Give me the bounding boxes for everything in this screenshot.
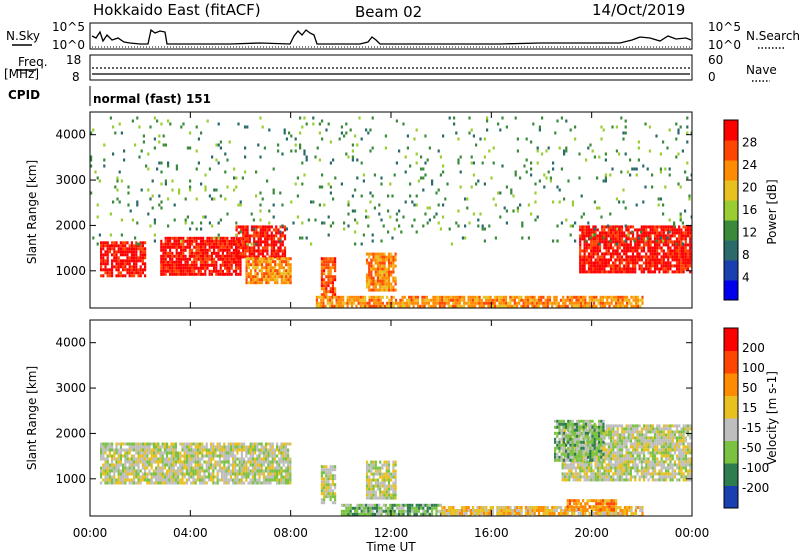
freq-tick-high: 18 bbox=[66, 53, 81, 67]
velocity-colorbar-segment bbox=[724, 351, 738, 374]
velocity-colorbar-segment bbox=[724, 373, 738, 396]
power-ytick-label: 1000 bbox=[55, 264, 86, 278]
power-ytick-label: 4000 bbox=[55, 128, 86, 142]
power-region-2 bbox=[236, 225, 287, 258]
velocity-colorbar-tick: -15 bbox=[742, 421, 762, 435]
power-region-5 bbox=[366, 253, 397, 292]
velocity-colorbar-label: Velocity [m s-1] bbox=[765, 371, 779, 465]
velocity-colorbar-tick: 15 bbox=[742, 401, 757, 415]
power-colorbar-segment bbox=[724, 200, 738, 221]
xtick-label: 12:00 bbox=[374, 526, 409, 540]
power-colorbar-tick: 16 bbox=[742, 203, 757, 217]
velocity-region-2 bbox=[366, 461, 397, 500]
velocity-colorbar-tick: 50 bbox=[742, 381, 757, 395]
power-panel-frame bbox=[90, 112, 692, 308]
power-colorbar-segment bbox=[724, 260, 738, 281]
velocity-colorbar-segment bbox=[724, 396, 738, 419]
velocity-colorbar-tick: 100 bbox=[742, 361, 765, 375]
power-colorbar-segment bbox=[724, 240, 738, 261]
power-region-3 bbox=[246, 257, 292, 284]
power-data-layer bbox=[90, 117, 694, 311]
power-ytick-label: 3000 bbox=[55, 173, 86, 187]
power-ytick-label: 2000 bbox=[55, 218, 86, 232]
nsky-trace bbox=[92, 30, 691, 44]
nsearch-tick-low: 10^0 bbox=[708, 38, 741, 52]
xtick-label: 00:00 bbox=[675, 526, 710, 540]
nave-tick-low: 0 bbox=[708, 70, 716, 84]
xtick-label: 08:00 bbox=[273, 526, 308, 540]
xtick-label: 04:00 bbox=[173, 526, 208, 540]
date-label: 14/Oct/2019 bbox=[592, 1, 685, 19]
velocity-data-layer bbox=[100, 420, 694, 518]
power-colorbar-tick: 4 bbox=[742, 271, 750, 285]
power-colorbar: 28 24 20 16 12 8 4 bbox=[724, 120, 757, 301]
velocity-ytick-label: 4000 bbox=[55, 336, 86, 350]
freq-tick-low: 8 bbox=[72, 70, 80, 84]
power-colorbar-tick: 8 bbox=[742, 248, 750, 262]
plot-title: Hokkaido East (fitACF) bbox=[93, 1, 261, 19]
velocity-colorbar-segment bbox=[724, 328, 738, 351]
velocity-ytick-label: 1000 bbox=[55, 472, 86, 486]
power-region-7 bbox=[316, 296, 644, 311]
power-colorbar-segment bbox=[724, 220, 738, 241]
power-colorbar-segment bbox=[724, 180, 738, 201]
nave-tick-high: 60 bbox=[708, 53, 723, 67]
nsearch-tick-high: 10^5 bbox=[708, 20, 741, 34]
power-colorbar-tick: 12 bbox=[742, 226, 757, 240]
velocity-region-1 bbox=[321, 465, 336, 504]
nsearch-label: N.Search bbox=[746, 29, 800, 43]
power-colorbar-segment bbox=[724, 140, 738, 161]
velocity-colorbar-tick: -50 bbox=[742, 441, 762, 455]
power-colorbar-tick: 24 bbox=[742, 158, 757, 172]
velocity-region-7 bbox=[567, 499, 618, 511]
power-colorbar-tick: 20 bbox=[742, 181, 757, 195]
nsky-tick-low: 10^0 bbox=[52, 38, 85, 52]
power-colorbar-segment bbox=[724, 160, 738, 181]
xtick-label: 20:00 bbox=[574, 526, 609, 540]
power-colorbar-segment bbox=[724, 280, 738, 301]
power-colorbar-segment bbox=[724, 120, 738, 141]
velocity-colorbar-segment bbox=[724, 441, 738, 464]
power-colorbar-label: Power [dB] bbox=[765, 179, 779, 244]
power-ylabel: Slant Range [km] bbox=[25, 160, 39, 264]
velocity-colorbar-segment bbox=[724, 486, 738, 509]
power-region-1 bbox=[160, 237, 241, 276]
power-region-6 bbox=[579, 225, 693, 273]
power-colorbar-tick: 28 bbox=[742, 136, 757, 150]
velocity-colorbar-segment bbox=[724, 418, 738, 441]
cpid-label: CPID bbox=[8, 88, 40, 102]
velocity-ytick-label: 3000 bbox=[55, 381, 86, 395]
nsky-label: N.Sky bbox=[6, 29, 40, 43]
velocity-region-4 bbox=[554, 420, 605, 462]
xtick-label: 00:00 bbox=[73, 526, 108, 540]
velocity-colorbar-tick: -200 bbox=[742, 481, 769, 495]
power-region-0 bbox=[100, 241, 146, 277]
velocity-colorbar-segment bbox=[724, 463, 738, 486]
x-axis-label: Time UT bbox=[365, 540, 416, 554]
nsky-tick-high: 10^5 bbox=[52, 20, 85, 34]
velocity-ytick-label: 2000 bbox=[55, 426, 86, 440]
freq-unit: [MHz] bbox=[4, 67, 39, 81]
nave-label: Nave bbox=[746, 63, 777, 77]
xtick-label: 16:00 bbox=[474, 526, 509, 540]
velocity-region-0 bbox=[100, 443, 291, 485]
power-region-4 bbox=[321, 257, 336, 296]
cpid-text: normal (fast) 151 bbox=[93, 92, 211, 106]
nsky-panel-frame bbox=[90, 23, 692, 49]
velocity-ylabel: Slant Range [km] bbox=[25, 366, 39, 470]
velocity-colorbar-tick: 200 bbox=[742, 341, 765, 355]
beam-label: Beam 02 bbox=[355, 3, 422, 21]
